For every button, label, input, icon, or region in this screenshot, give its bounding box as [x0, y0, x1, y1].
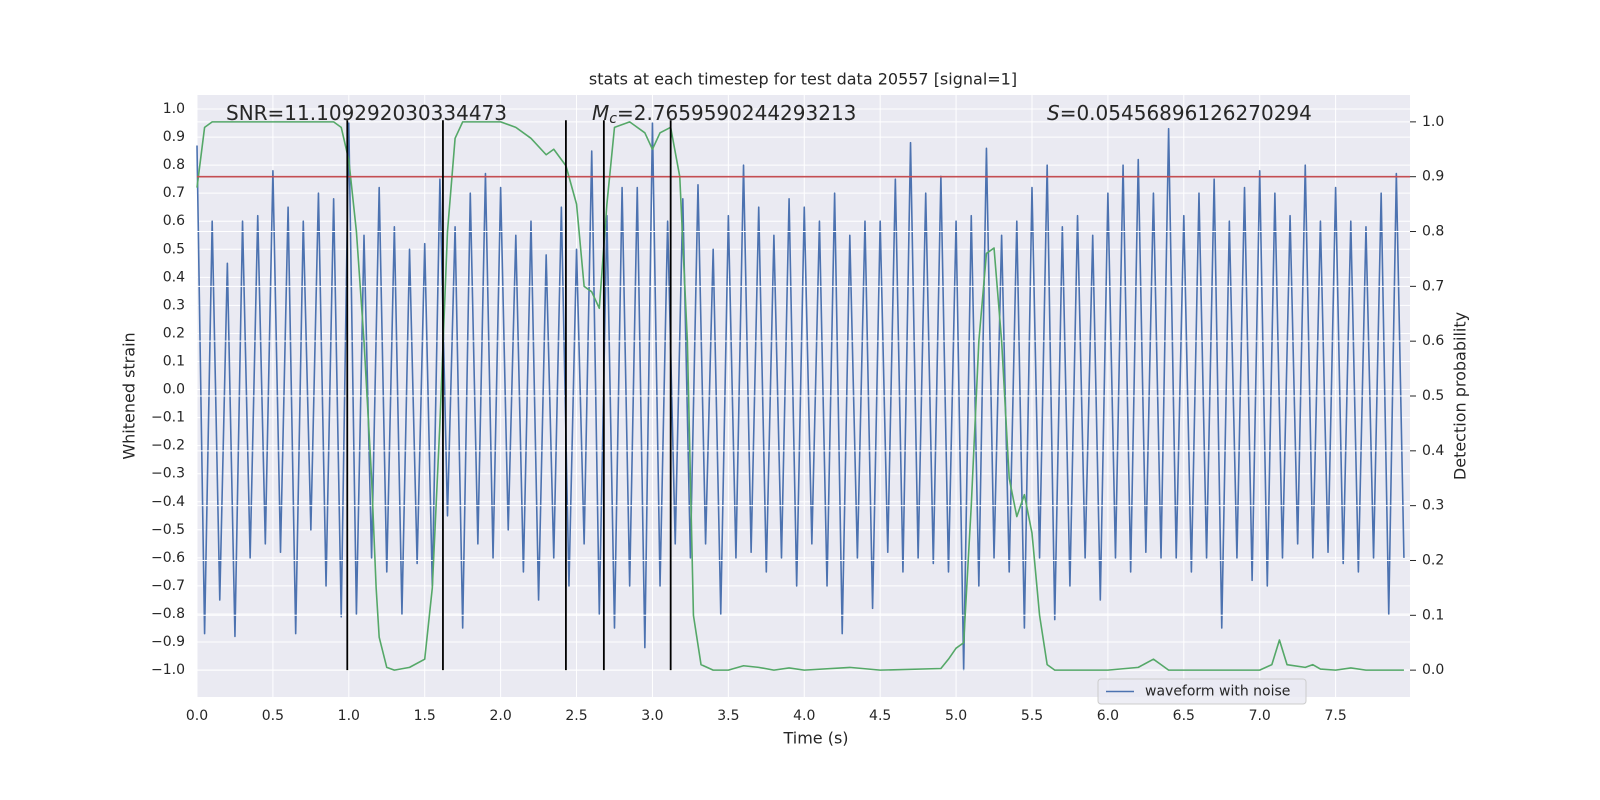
x-tick-label: 7.0: [1249, 708, 1271, 724]
y-tick-label: 0.5: [163, 241, 185, 257]
y-tick-label: −0.3: [151, 466, 185, 482]
annotation-text: =0.05456896126270294: [1060, 101, 1312, 125]
x-tick-label: 4.0: [793, 708, 815, 724]
x-tick-label: 1.0: [338, 708, 360, 724]
y2-tick-label: 0.0: [1422, 662, 1444, 678]
y-tick-label: −0.1: [151, 410, 185, 426]
y-tick-label: −0.5: [151, 522, 185, 538]
y-tick-label: 0.9: [163, 129, 185, 145]
annotation-subscript: c: [609, 111, 617, 127]
y2-tick-label: 0.1: [1422, 607, 1444, 623]
x-tick-label: 0.5: [262, 708, 284, 724]
y2-tick-label: 0.9: [1422, 169, 1444, 185]
annotation-symbol: M: [592, 101, 609, 125]
x-tick-label: 0.0: [186, 708, 208, 724]
y-tick-label: −0.2: [151, 438, 185, 454]
y-tick-label: 0.7: [163, 185, 185, 201]
y-tick-label: −1.0: [151, 662, 185, 678]
x-tick-label: 4.5: [869, 708, 891, 724]
annotation: SNR=11.109292030334473: [226, 101, 507, 125]
y-tick-label: −0.7: [151, 578, 185, 594]
x-tick-label: 5.5: [1021, 708, 1043, 724]
x-tick-label: 3.0: [641, 708, 663, 724]
y-tick-label: 0.8: [163, 157, 185, 173]
y2-tick-label: 0.4: [1422, 443, 1444, 459]
y2-axis-label: Detection probability: [1451, 312, 1470, 480]
y-tick-label: 0.4: [163, 269, 185, 285]
legend-box: [1097, 678, 1307, 705]
y-tick-label: −0.9: [151, 634, 185, 650]
x-tick-label: 2.0: [489, 708, 511, 724]
y-tick-label: −0.4: [151, 494, 185, 510]
y-tick-label: 0.1: [163, 353, 185, 369]
y-tick-label: 0.6: [163, 213, 185, 229]
x-tick-label: 3.5: [717, 708, 739, 724]
x-tick-label: 1.5: [414, 708, 436, 724]
y2-tick-label: 1.0: [1422, 114, 1444, 130]
probability-line: [196, 121, 1404, 671]
y2-tick-label: 0.6: [1422, 333, 1444, 349]
y-tick-label: 0.3: [163, 297, 185, 313]
annotation: S=0.05456896126270294: [1047, 101, 1312, 125]
y-tick-label: −0.8: [151, 606, 185, 622]
y2-tick-label: 0.7: [1422, 278, 1444, 294]
annotation: Mc=2.7659590244293213: [592, 101, 856, 128]
y2-tick-label: 0.2: [1422, 552, 1444, 568]
x-tick-label: 2.5: [565, 708, 587, 724]
chart-title: stats at each timestep for test data 205…: [589, 70, 1017, 89]
waveform-line: [196, 122, 1405, 671]
annotation-symbol: S: [1047, 101, 1060, 125]
y2-tick-label: 0.5: [1422, 388, 1444, 404]
x-tick-label: 5.0: [945, 708, 967, 724]
legend: waveform with noise: [1097, 678, 1307, 705]
y-tick-label: 0.0: [163, 382, 185, 398]
x-axis-label: Time (s): [782, 729, 848, 748]
y-tick-label: 0.2: [163, 325, 185, 341]
y2-tick-label: 0.8: [1422, 224, 1444, 240]
x-tick-label: 6.0: [1097, 708, 1119, 724]
annotation-text: SNR=11.109292030334473: [226, 101, 507, 125]
y-axis-label: Whitened strain: [120, 332, 139, 459]
legend-label: waveform with noise: [1145, 684, 1290, 700]
x-tick-label: 6.5: [1173, 708, 1195, 724]
annotation-text: =2.7659590244293213: [617, 101, 856, 125]
y-tick-label: −0.6: [151, 550, 185, 566]
y2-tick-label: 0.3: [1422, 498, 1444, 514]
y-tick-label: 1.0: [163, 101, 185, 117]
x-tick-label: 7.5: [1324, 708, 1346, 724]
